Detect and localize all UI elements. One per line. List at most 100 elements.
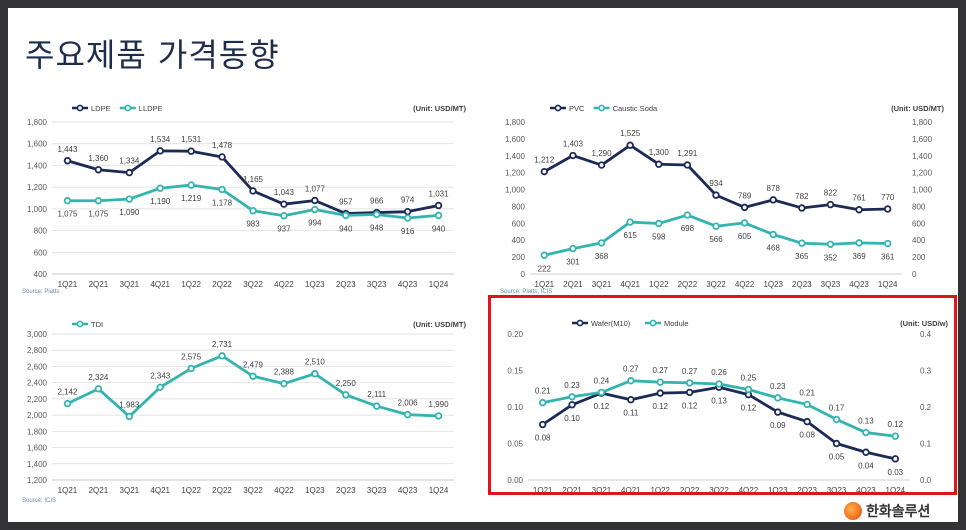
data-label: 1,290 — [592, 149, 613, 158]
data-point — [156, 184, 164, 192]
data-point — [125, 412, 134, 421]
data-label: 1,190 — [150, 197, 171, 206]
y-tick-label: 1,200 — [27, 476, 48, 485]
y-tick-label: 1,400 — [27, 460, 48, 469]
x-tick-label: 3Q23 — [821, 280, 841, 289]
unit-label: (Unit: USD/MT) — [891, 104, 944, 113]
data-label: 698 — [681, 224, 695, 233]
legend-label: TDI — [91, 320, 103, 329]
x-tick-label: 4Q21 — [621, 486, 641, 495]
y-tick-label: 0.10 — [507, 403, 523, 412]
data-label: 0.12 — [652, 402, 668, 411]
y2-tick-label: 0.2 — [920, 403, 932, 412]
unit-label: (Unit: USD/w) — [900, 319, 948, 328]
data-label: 0.09 — [770, 421, 786, 430]
data-label: 0.21 — [799, 388, 815, 397]
y2-tick-label: 800 — [912, 202, 926, 211]
data-label: 2,731 — [212, 340, 233, 349]
slide: 주요제품 가격동향 400 600 800 1,000 1,200 1,400 1,600 1… — [8, 8, 958, 522]
x-tick-label: 1Q21 — [535, 280, 555, 289]
data-label: 0.04 — [858, 461, 874, 470]
x-tick-label: 4Q22 — [735, 280, 755, 289]
data-label: 2,142 — [57, 388, 78, 397]
data-label: 1,090 — [119, 208, 140, 217]
chart-pvc-caustic-plot: 0 200 400 600 800 1,000 1,200 1,400 1,600 1,800 0 2… — [505, 104, 945, 289]
data-label: 1,031 — [429, 189, 450, 198]
x-tick-label: 4Q21 — [620, 280, 640, 289]
data-label: 1,443 — [57, 145, 78, 154]
data-label: 352 — [824, 253, 838, 262]
y-tick-label: 1,000 — [27, 205, 48, 214]
data-label: 1,534 — [150, 135, 171, 144]
x-tick-label: 3Q21 — [592, 280, 612, 289]
data-label: 0.17 — [829, 403, 845, 412]
x-tick-label: 4Q23 — [398, 280, 418, 289]
data-point — [311, 205, 319, 214]
data-point — [218, 352, 226, 360]
data-point — [685, 379, 694, 387]
data-point — [540, 167, 549, 176]
data-point — [569, 244, 577, 253]
y-tick-label: 2,600 — [27, 362, 48, 371]
data-label: 948 — [370, 224, 384, 233]
y-tick-label: 1,400 — [505, 152, 526, 161]
y-tick-label: 2,400 — [27, 379, 48, 388]
x-tick-label: 1Q24 — [878, 280, 898, 289]
x-tick-label: 2Q21 — [563, 280, 583, 289]
legend-marker — [598, 104, 605, 112]
data-label: 761 — [852, 194, 866, 203]
data-label: 0.12 — [741, 404, 757, 413]
data-label: 1,212 — [534, 156, 555, 165]
data-point — [280, 200, 288, 208]
y-tick-label: 1,800 — [505, 118, 526, 127]
data-label: 994 — [308, 219, 322, 228]
y-tick-label: 1,600 — [27, 140, 48, 149]
data-point — [656, 378, 664, 386]
x-tick-label: 1Q22 — [181, 280, 201, 289]
legend-marker — [576, 319, 584, 327]
x-tick-label: 1Q23 — [305, 486, 325, 495]
data-label: 1,334 — [119, 157, 140, 166]
y-tick-label: 2,200 — [27, 395, 48, 404]
x-tick-label: 1Q23 — [768, 486, 788, 495]
data-point — [655, 219, 663, 228]
x-tick-label: 1Q21 — [533, 486, 553, 495]
data-label: 957 — [339, 198, 353, 207]
data-label: 0.26 — [711, 368, 727, 377]
x-tick-label: 1Q22 — [181, 486, 201, 495]
data-label: 789 — [738, 191, 752, 200]
data-label: 0.12 — [682, 401, 698, 410]
data-label: 468 — [767, 243, 781, 252]
data-point — [249, 372, 257, 380]
y2-tick-label: 400 — [912, 236, 926, 245]
data-point — [249, 187, 257, 195]
y-tick-label: 400 — [512, 236, 526, 245]
data-point — [280, 379, 288, 388]
data-label: 1,360 — [88, 154, 109, 163]
data-point — [891, 455, 900, 463]
y-tick-label: 2,800 — [27, 346, 48, 355]
data-label: 368 — [595, 252, 609, 261]
y2-tick-label: 0.4 — [920, 330, 932, 339]
x-tick-label: 4Q21 — [150, 280, 170, 289]
page-title: 주요제품 가격동향 — [25, 36, 280, 74]
company-logo: 한화솔루션 — [844, 501, 930, 521]
data-point — [156, 147, 164, 155]
y-tick-label: 400 — [34, 270, 48, 279]
data-label: 1,983 — [119, 400, 140, 409]
x-tick-label: 3Q22 — [709, 486, 729, 495]
data-label: 0.08 — [799, 431, 815, 440]
y-tick-label: 800 — [512, 202, 526, 211]
x-tick-label: 4Q23 — [856, 486, 876, 495]
data-point — [540, 251, 549, 259]
data-point — [218, 153, 226, 161]
y-tick-label: 1,200 — [505, 169, 526, 178]
x-tick-label: 1Q21 — [58, 280, 78, 289]
y-tick-label: 0.05 — [507, 440, 523, 449]
data-point — [855, 206, 863, 214]
chart-pvc-caustic: 0 200 400 600 800 1,000 1,200 1,400 1,600 1,800 0 2… — [492, 96, 952, 295]
data-label: 937 — [277, 225, 291, 234]
data-point — [187, 364, 195, 373]
data-label: 615 — [623, 231, 637, 240]
y-tick-label: 0.20 — [507, 330, 523, 339]
